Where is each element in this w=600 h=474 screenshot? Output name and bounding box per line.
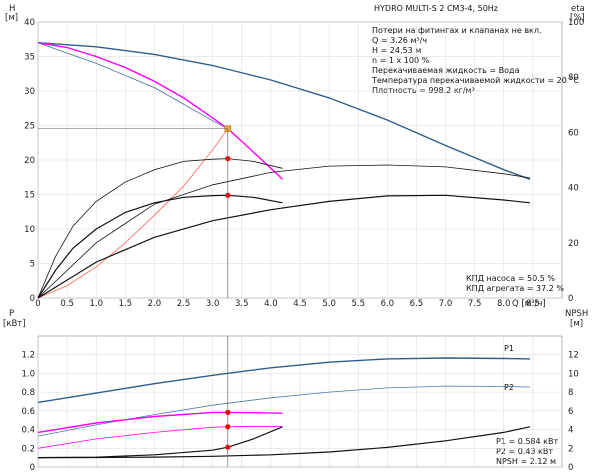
p2-series-label: P2 bbox=[504, 383, 514, 392]
top-y-right-tick-label: 60 bbox=[568, 128, 579, 138]
npsh-annotation: NPSH = 2.12 м bbox=[496, 457, 556, 466]
bottom-y-left-tick-label: 1.0 bbox=[21, 369, 35, 379]
top-title: HYDRO MULTI-S 2 CM3-4, 50Hz bbox=[374, 4, 498, 13]
top-y-left-tick-label: 15 bbox=[24, 191, 35, 201]
p1-annotation: P1 = 0.584 кВт bbox=[496, 437, 558, 446]
eta-unit-annotation: КПД агрегата = 37.2 % bbox=[466, 284, 564, 293]
top-x-tick-label: 6.5 bbox=[410, 299, 424, 309]
top-x-tick-label: 0 bbox=[35, 299, 40, 309]
top-y-right-unit: [%] bbox=[570, 13, 585, 23]
top-series-line-5 bbox=[37, 164, 531, 299]
info-line-density: Плотность = 998.2 кг/м³ bbox=[372, 86, 475, 95]
top-x-tick-label: 1.0 bbox=[89, 299, 103, 309]
top-chart: H [м] eta [%] HYDRO MULTI-S 2 CM3-4, 50H… bbox=[5, 3, 585, 309]
top-series-line-4 bbox=[37, 158, 283, 299]
info-line-speed: n = 1 x 100 % bbox=[372, 56, 430, 65]
top-x-axis-label: Q [м³/ч] bbox=[512, 299, 546, 309]
top-x-tick-label: 3.0 bbox=[206, 299, 220, 309]
bottom-y-right-unit: [м] bbox=[570, 319, 583, 329]
top-y-right-tick-label: 0 bbox=[568, 294, 573, 304]
eta-pump-annotation: КПД насоса = 50.5 % bbox=[466, 274, 555, 283]
top-x-tick-label: 0.5 bbox=[60, 299, 74, 309]
top-y-left-tick-label: 5 bbox=[30, 260, 35, 270]
top-series-line-6 bbox=[37, 194, 283, 299]
top-y-right-tick-label: 100 bbox=[568, 18, 584, 28]
p1-series-label: P1 bbox=[504, 344, 514, 353]
bottom-y-left-tick-label: 0 bbox=[30, 463, 35, 473]
top-x-tick-label: 8.0 bbox=[497, 299, 511, 309]
top-x-tick-label: 5.0 bbox=[322, 299, 336, 309]
top-x-tick-label: 8.5 bbox=[526, 299, 540, 309]
top-series-line-1 bbox=[37, 42, 228, 130]
top-x-tick-label: 4.5 bbox=[293, 299, 307, 309]
top-x-tick-label: 2.0 bbox=[148, 299, 162, 309]
bottom-y-right-tick-label: 12 bbox=[568, 351, 579, 361]
bottom-series-line-3 bbox=[37, 425, 283, 449]
info-line-flow: Q = 3.26 м³/ч bbox=[372, 36, 427, 45]
top-y-left-tick-label: 0 bbox=[30, 294, 35, 304]
info-line-losses: Потери на фитингах и клапанах не вкл. bbox=[372, 26, 542, 35]
top-x-tick-label: 5.5 bbox=[351, 299, 365, 309]
top-title-box bbox=[372, 3, 560, 13]
top-y-left-tick-label: 35 bbox=[24, 53, 35, 63]
bottom-series-line-5 bbox=[37, 426, 531, 459]
top-y-left-label: H bbox=[9, 4, 15, 14]
bottom-y-left-tick-label: 1.2 bbox=[21, 351, 35, 361]
bottom-y-left-tick-label: 0.6 bbox=[21, 407, 35, 417]
bottom-y-right-tick-label: 0 bbox=[568, 463, 573, 473]
bottom-y-left-tick-label: 0.8 bbox=[21, 388, 35, 398]
bottom-y-right-tick-label: 2 bbox=[568, 444, 573, 454]
bottom-y-left-label: P bbox=[9, 309, 14, 319]
top-y-left-tick-label: 20 bbox=[24, 156, 35, 166]
bottom-y-right-tick-label: 8 bbox=[568, 388, 573, 398]
top-x-tick-label: 7.0 bbox=[439, 299, 453, 309]
bottom-y-left-unit: [кВт] bbox=[3, 319, 26, 329]
top-y-left-tick-label: 40 bbox=[24, 18, 35, 28]
top-x-tick-label: 6.0 bbox=[381, 299, 395, 309]
bottom-y-right-tick-label: 6 bbox=[568, 407, 573, 417]
top-y-right-tick-label: 80 bbox=[568, 73, 579, 83]
bottom-y-right-label: NPSH bbox=[565, 309, 588, 319]
top-y-left-tick-label: 25 bbox=[24, 122, 35, 132]
top-x-tick-label: 2.5 bbox=[177, 299, 191, 309]
top-series-line-3 bbox=[37, 128, 229, 299]
top-y-left-tick-label: 10 bbox=[24, 225, 35, 235]
top-y-right-tick-label: 40 bbox=[568, 184, 579, 194]
top-x-tick-label: 7.5 bbox=[468, 299, 482, 309]
top-x-tick-label: 1.5 bbox=[119, 299, 133, 309]
top-series-line-0 bbox=[37, 42, 531, 180]
bottom-chart-marks: 0 0.2 0.4 0.6 0.8 1.0 1.2 0 2 4 6 8 10 12 bbox=[21, 336, 579, 473]
info-line-head: H = 24.53 м bbox=[372, 46, 421, 55]
top-y-left-unit: [м] bbox=[5, 13, 18, 23]
bottom-series-line-2 bbox=[37, 411, 283, 434]
bottom-y-right-tick-label: 4 bbox=[568, 426, 573, 436]
bottom-y-left-tick-label: 0.4 bbox=[21, 426, 35, 436]
top-y-left-tick-label: 30 bbox=[24, 87, 35, 97]
top-x-tick-label: 4.0 bbox=[264, 299, 278, 309]
p2-annotation: P2 = 0.43 кВт bbox=[496, 447, 553, 456]
info-line-temperature: Температура перекачиваемой жидкости = 20… bbox=[371, 76, 579, 85]
bottom-y-left-tick-label: 0.2 bbox=[21, 444, 35, 454]
bottom-y-right-tick-label: 10 bbox=[568, 369, 579, 379]
bottom-series-line-0 bbox=[37, 357, 531, 404]
top-series-line-7 bbox=[37, 194, 531, 299]
top-y-right-tick-label: 20 bbox=[568, 239, 579, 249]
top-chart-marks: 0 0.5 1.0 1.5 2.0 2.5 3.0 3.5 4.0 4.5 5.0 5.5 6.0 6.5… bbox=[24, 18, 584, 309]
top-y-right-label: eta bbox=[571, 4, 585, 14]
top-x-tick-label: 3.5 bbox=[235, 299, 249, 309]
top-series-line-2 bbox=[37, 42, 283, 180]
